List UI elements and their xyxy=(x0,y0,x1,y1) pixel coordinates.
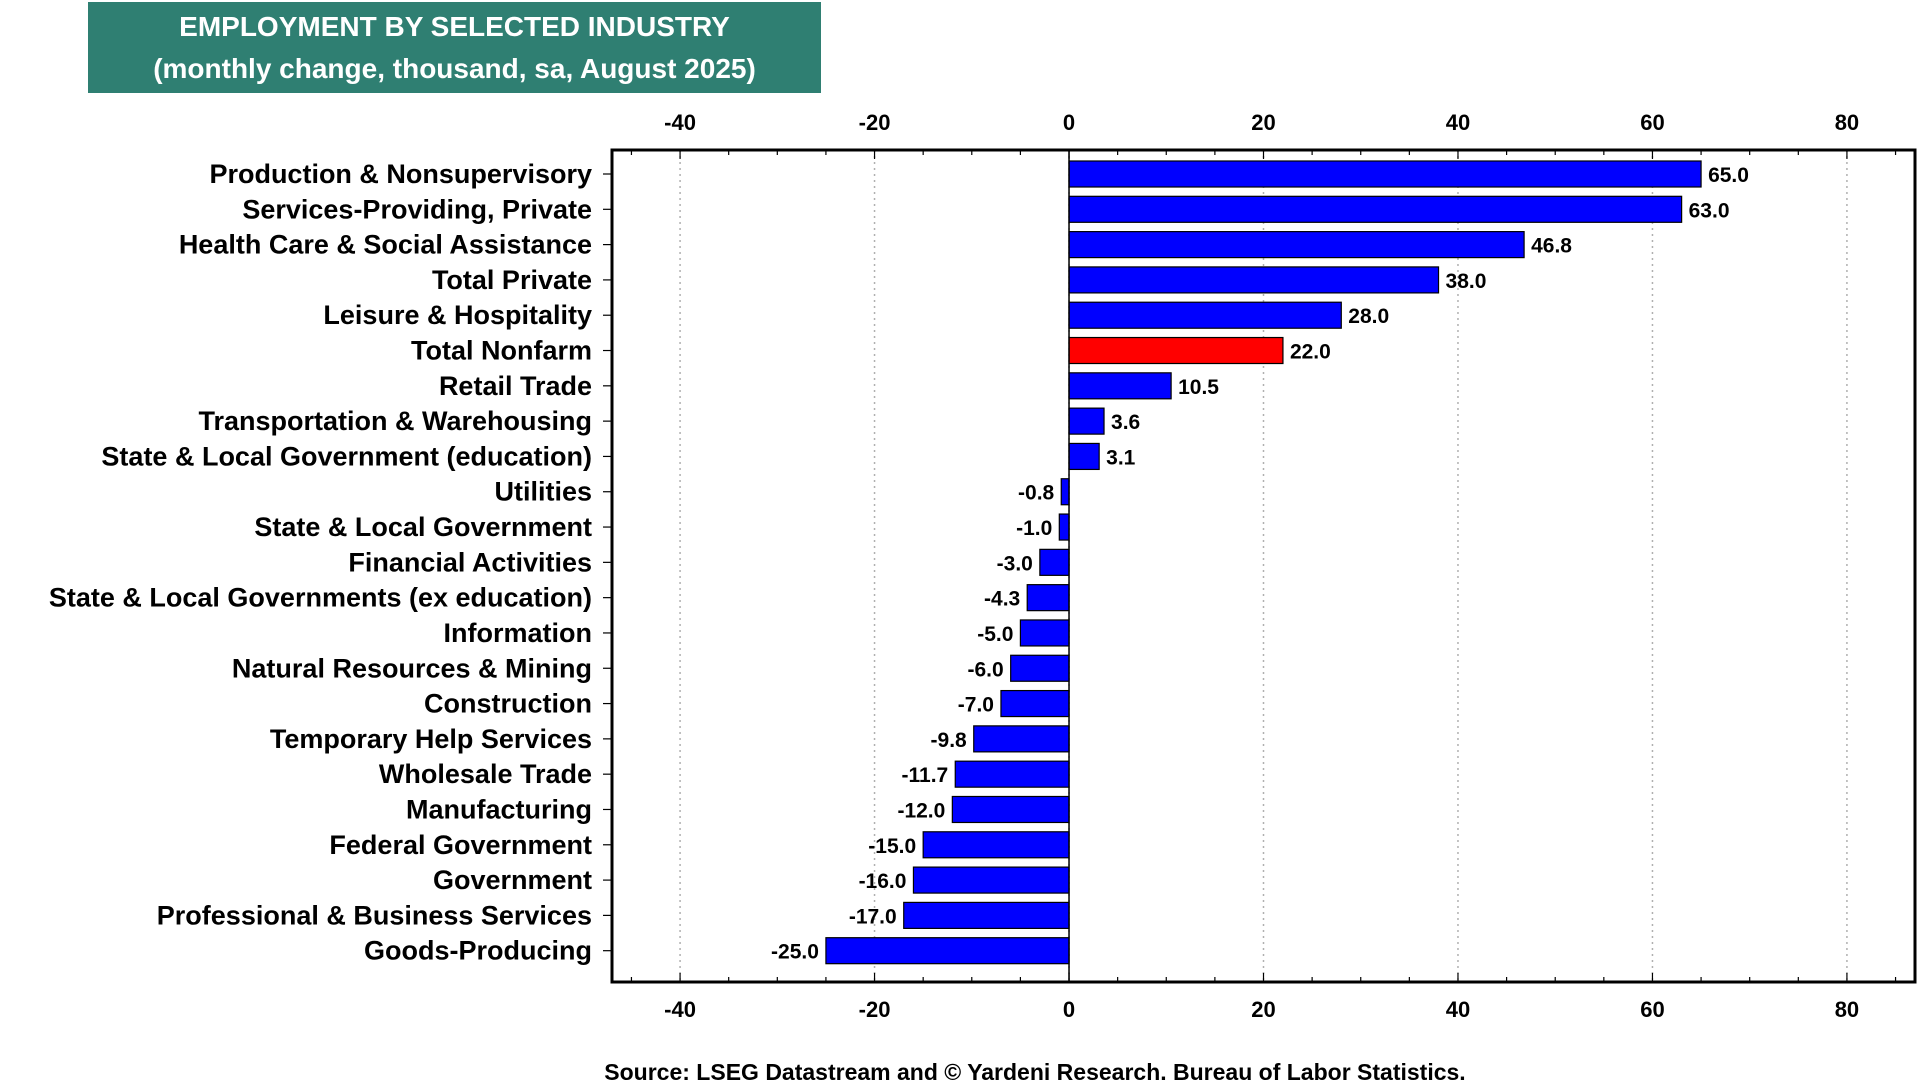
category-label: Manufacturing xyxy=(406,794,592,824)
data-label: -5.0 xyxy=(977,623,1013,646)
x-tick-label-top: 80 xyxy=(1835,110,1859,135)
bar xyxy=(903,901,1070,929)
bar xyxy=(1068,160,1702,188)
bar xyxy=(1068,266,1440,294)
data-label: 65.0 xyxy=(1708,164,1749,187)
category-label: Construction xyxy=(424,689,592,719)
data-label: 63.0 xyxy=(1689,199,1730,222)
data-label: 22.0 xyxy=(1290,341,1331,364)
category-label: Temporary Help Services xyxy=(270,724,592,754)
bar xyxy=(1068,231,1525,259)
plot-frame xyxy=(610,148,1917,984)
data-label: -3.0 xyxy=(997,552,1033,575)
data-label: 46.8 xyxy=(1531,235,1572,258)
source-note: Source: LSEG Datastream and © Yardeni Re… xyxy=(604,1059,1466,1085)
data-label: 28.0 xyxy=(1348,305,1389,328)
category-label: Financial Activities xyxy=(348,547,592,577)
category-label: Services-Providing, Private xyxy=(242,194,592,224)
bar xyxy=(1060,478,1070,506)
category-label: Leisure & Hospitality xyxy=(323,300,592,330)
category-label: State & Local Governments (ex education) xyxy=(49,583,592,613)
data-label: -25.0 xyxy=(771,941,819,964)
x-tick-label-top: -20 xyxy=(859,110,891,135)
bar xyxy=(912,866,1070,894)
x-tick-label-top: 20 xyxy=(1251,110,1275,135)
category-label: Professional & Business Services xyxy=(157,900,592,930)
x-tick-label-bottom: 80 xyxy=(1835,997,1859,1022)
bar xyxy=(922,831,1070,859)
data-label: -17.0 xyxy=(849,905,897,928)
category-label: State & Local Government xyxy=(254,512,592,542)
bar xyxy=(1019,619,1070,647)
category-label: Information xyxy=(444,618,593,648)
category-label: Natural Resources & Mining xyxy=(232,653,592,683)
x-tick-label-bottom: -40 xyxy=(664,997,696,1022)
category-label: Utilities xyxy=(494,477,592,507)
data-label: -15.0 xyxy=(868,835,916,858)
category-label: Health Care & Social Assistance xyxy=(179,230,592,260)
x-tick-label-bottom: 20 xyxy=(1251,997,1275,1022)
bar xyxy=(1068,372,1172,400)
x-tick-label-top: 40 xyxy=(1446,110,1470,135)
data-label: -9.8 xyxy=(931,729,968,752)
bar xyxy=(1039,548,1070,576)
chart-title-line2: (monthly change, thousand, sa, August 20… xyxy=(153,53,756,84)
data-label: -11.7 xyxy=(902,764,949,787)
category-label: Goods-Producing xyxy=(364,936,592,966)
x-tick-label-bottom: 40 xyxy=(1446,997,1470,1022)
bar xyxy=(1000,689,1070,718)
bar xyxy=(1068,407,1105,435)
bar xyxy=(973,725,1070,753)
data-label: -6.0 xyxy=(967,658,1003,681)
category-label: Total Nonfarm xyxy=(411,336,592,366)
data-label: 3.1 xyxy=(1106,446,1136,469)
data-label: -1.0 xyxy=(1016,517,1052,540)
bar xyxy=(1058,513,1070,541)
bar xyxy=(951,795,1070,824)
bar xyxy=(1068,301,1342,329)
data-label: -4.3 xyxy=(984,588,1020,611)
data-label: -0.8 xyxy=(1018,482,1055,505)
data-label: 3.6 xyxy=(1111,411,1140,434)
chart-title-line1: EMPLOYMENT BY SELECTED INDUSTRY xyxy=(179,11,730,42)
bar xyxy=(1068,442,1100,471)
bar xyxy=(1010,654,1070,682)
category-label: Federal Government xyxy=(329,830,592,860)
bar xyxy=(1068,195,1683,223)
data-label: -16.0 xyxy=(859,870,907,893)
category-label: Transportation & Warehousing xyxy=(198,406,592,436)
x-tick-label-bottom: 0 xyxy=(1063,997,1075,1022)
bar xyxy=(954,760,1070,788)
bar xyxy=(825,937,1070,965)
category-label: Government xyxy=(433,865,592,895)
x-tick-label-top: -40 xyxy=(664,110,696,135)
data-label: -7.0 xyxy=(958,694,994,717)
x-tick-label-bottom: -20 xyxy=(859,997,891,1022)
data-label: -12.0 xyxy=(897,799,945,822)
category-label: Total Private xyxy=(432,265,592,295)
x-tick-label-top: 60 xyxy=(1640,110,1664,135)
x-tick-label-top: 0 xyxy=(1063,110,1075,135)
data-label: 38.0 xyxy=(1446,270,1487,293)
bar-highlight xyxy=(1068,336,1284,365)
category-label: Wholesale Trade xyxy=(379,759,592,789)
category-label: Retail Trade xyxy=(439,371,592,401)
chart-title: EMPLOYMENT BY SELECTED INDUSTRY (monthly… xyxy=(88,2,821,93)
category-label: Production & Nonsupervisory xyxy=(209,159,592,189)
category-label: State & Local Government (education) xyxy=(101,441,592,471)
x-tick-label-bottom: 60 xyxy=(1640,997,1664,1022)
bar xyxy=(1026,584,1070,612)
data-label: 10.5 xyxy=(1178,376,1219,399)
